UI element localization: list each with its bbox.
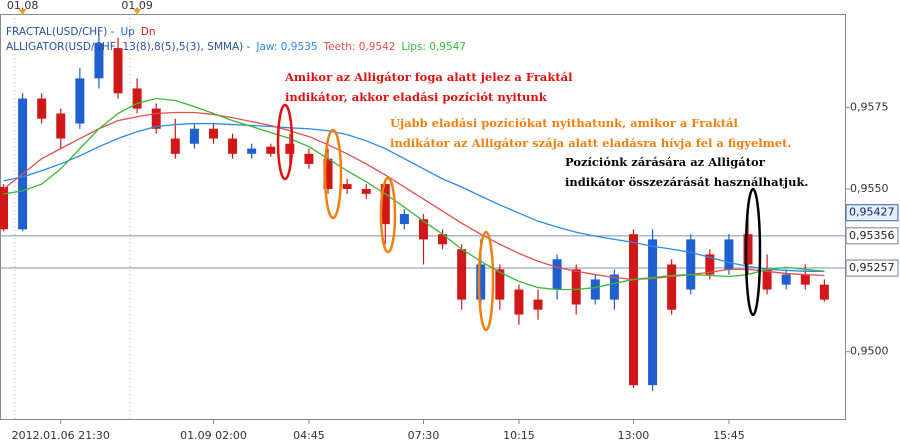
candle-body (75, 78, 85, 124)
candle-body (667, 264, 677, 310)
candle-body (628, 234, 638, 386)
x-tick-label: 13:00 (618, 429, 650, 442)
x-tick-label: 04:45 (293, 429, 325, 442)
indicator-title: ALLIGATOR(USD/CHF, 13(8),8(5),5(3), SMMA… (6, 41, 251, 53)
candle-body (37, 98, 47, 119)
candle-body (552, 259, 562, 290)
alligator-line (3, 97, 825, 291)
candle-body (438, 234, 448, 245)
candle-body (113, 48, 123, 94)
candle-body (0, 187, 8, 230)
x-tick-label: 2012.01.06 21:30 (12, 429, 110, 442)
highlight-ellipses (276, 103, 762, 332)
candle-body (94, 43, 104, 79)
indicator-title: FRACTAL(USD/CHF) - (6, 26, 115, 38)
candle-body (132, 88, 142, 109)
candle-body (762, 269, 772, 290)
legend-entry: Lips: 0,9547 (401, 41, 466, 53)
candle-body (495, 269, 505, 300)
top-label: 01.08 (7, 0, 39, 12)
candle-body (609, 274, 619, 300)
x-tick-label: 15:45 (713, 429, 745, 442)
legend-entry: Jaw: 0,9535 (256, 41, 318, 53)
candle-body (170, 138, 180, 154)
y-tick-label: 0,9500 (850, 345, 889, 358)
candle-body (266, 146, 276, 154)
annotation: indikátor az Alligátor szája alatt eladá… (390, 136, 791, 150)
price-box (845, 204, 899, 222)
candle-body (571, 269, 581, 305)
candle-body (304, 153, 314, 164)
legend-down: Dn (140, 26, 156, 38)
annotation: Újabb eladási pozíciókat nyithatunk, ami… (390, 116, 738, 130)
ellipse (477, 230, 495, 332)
top-marker (133, 9, 142, 15)
candle-body (228, 138, 238, 154)
candle-body (648, 239, 658, 386)
price-label: 0,95427 (849, 206, 895, 219)
ellipse (276, 103, 294, 181)
candle-body (819, 284, 829, 300)
candle-body (724, 239, 734, 270)
fractal-legend: FRACTAL(USD/CHF) - Up Dn (6, 26, 162, 38)
candle-body (189, 128, 199, 144)
candle-body (476, 264, 486, 300)
annotation: indikátor, akkor eladási pozíciót nyitun… (285, 90, 548, 104)
level-box (845, 227, 899, 245)
y-tick-label: 0,9575 (850, 101, 889, 114)
candle-body (781, 274, 791, 285)
x-tick-label: 10:15 (503, 429, 535, 442)
candle-body (285, 143, 295, 154)
top-label: 01.09 (121, 0, 153, 12)
candle-body (533, 299, 543, 310)
candle-body (705, 254, 715, 275)
ellipse (323, 128, 343, 220)
candle-body (361, 188, 371, 194)
legend-entry: Teeth: 0,9542 (323, 41, 396, 53)
candle-body (247, 148, 257, 154)
ellipse (379, 176, 397, 254)
candle-body (686, 239, 696, 290)
level-label: 0,95257 (849, 261, 895, 274)
ellipse (744, 187, 762, 317)
x-tick-label: 01.09 02:00 (180, 429, 247, 442)
level-box (845, 259, 899, 277)
annotation: Amikor az Alligátor foga alatt jelez a F… (284, 70, 573, 84)
annotation: indikátor összezárását használhatjuk. (565, 175, 808, 189)
x-tick-label: 07:30 (408, 429, 440, 442)
candle-body (457, 249, 467, 300)
candle-body (380, 184, 390, 225)
top-marker (18, 9, 27, 15)
legend-up: Up (120, 26, 135, 38)
candle-body (56, 113, 66, 139)
candle-body (151, 108, 161, 129)
level-label: 0,95356 (849, 229, 895, 242)
candle-body (743, 234, 753, 265)
candle-body (399, 214, 409, 225)
y-tick-label: 0,9550 (850, 182, 889, 195)
annotation: Pozíciónk zárására az Alligátor (565, 155, 766, 169)
alligator-legend: ALLIGATOR(USD/CHF, 13(8),8(5),5(3), SMMA… (6, 41, 472, 53)
candle-body (342, 184, 352, 189)
marks (0, 33, 845, 391)
candle-body (208, 128, 218, 139)
candle-body (323, 158, 333, 189)
alligator-line (3, 122, 825, 272)
candle-body (800, 274, 810, 285)
candle-body (590, 279, 600, 300)
candle-body (418, 219, 428, 240)
candle-body (18, 98, 28, 230)
candle-body (514, 289, 524, 315)
annotations: Amikor az Alligátor foga alatt jelez a F… (284, 70, 808, 189)
